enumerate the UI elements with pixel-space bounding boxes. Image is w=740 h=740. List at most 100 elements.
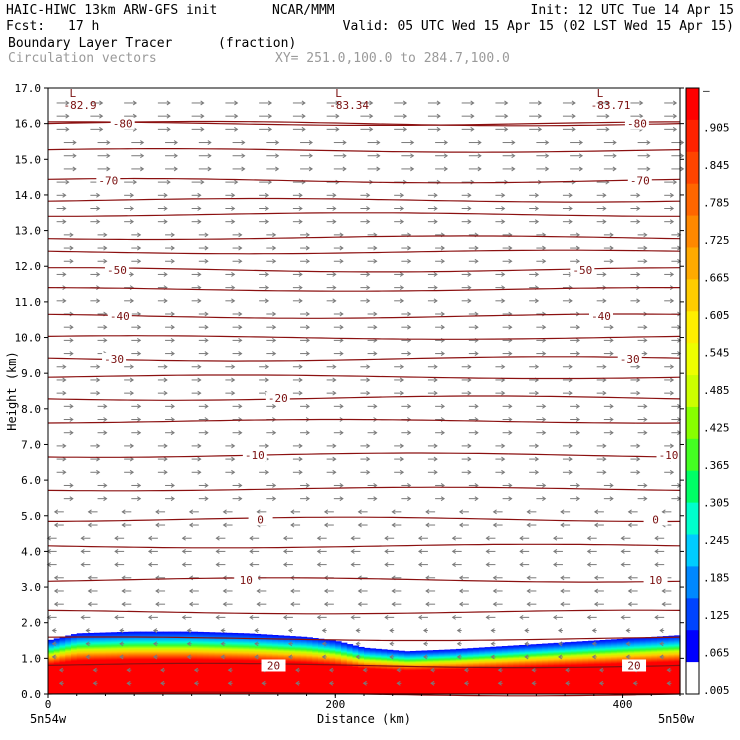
circulation-vector [350,535,361,541]
circulation-vector [661,509,672,515]
circulation-vector [131,258,142,264]
circulation-vector [328,667,334,673]
circulation-vector [292,126,306,132]
circulation-vector [360,285,371,291]
circulation-vector [56,298,67,304]
circulation-vector [468,166,482,172]
circulation-vector [360,298,371,304]
circulation-vector [259,298,270,304]
circulation-vector [225,377,236,383]
x-tick-label: 200 [325,698,345,711]
circulation-vector [326,100,340,106]
circulation-vector [664,100,678,106]
circulation-vector [186,654,192,660]
circulation-vector [232,430,243,436]
circulation-vector [225,469,236,475]
circulation-vector [593,601,604,607]
tracer-column [300,636,308,694]
contour-label: 0 [652,513,659,526]
circulation-vector [630,100,644,106]
circulation-vector [529,113,543,119]
circulation-vector [495,126,509,132]
tracer-column [364,647,371,694]
circulation-vector [360,192,371,198]
circulation-vector [497,680,503,686]
circulation-vector [232,337,243,343]
circulation-vector [97,153,111,159]
low-markers: L-82.9L-83.34L-83.71 [63,87,630,112]
low-marker: L [597,87,604,100]
circulation-vector [603,430,614,436]
tracer-column [352,645,359,694]
tracer-column [484,647,491,694]
circulation-vector [654,614,665,620]
circulation-vector [529,206,540,211]
circulation-vector [603,166,617,172]
circulation-vector [198,140,212,145]
circulation-vector [131,403,142,409]
circulation-vector [290,601,301,607]
circulation-vector [333,166,347,172]
circulation-vector [458,588,469,594]
y-tick-label: 0.0 [21,688,41,701]
circulation-vector [85,654,91,660]
circulation-vector [502,258,513,264]
circulation-vector [326,192,337,198]
circulation-vector [461,285,472,291]
tracer-column [467,648,474,694]
circulation-vector [357,588,368,594]
circulation-vector [627,601,638,607]
circulation-vector [198,258,209,264]
circulation-vector [198,324,209,330]
circulation-vector [326,456,337,462]
circulation-vector [536,483,547,488]
circulation-vector [259,206,270,211]
circulation-vector [131,430,142,436]
circulation-vector [593,522,604,528]
circulation-vector [188,588,199,594]
circulation-vector [157,219,168,225]
circulation-vector [292,272,303,277]
circulation-vector [124,179,138,185]
contour-label: -10 [659,449,679,462]
circulation-vector [292,100,306,106]
circulation-vector [435,153,449,159]
circulation-vector [321,641,327,647]
circulation-vector [232,245,243,251]
circulation-vector [603,153,617,159]
circulation-vector [427,100,441,106]
circulation-vector [124,298,135,304]
circulation-vector [384,614,395,620]
circulation-vector [232,166,246,172]
colorbar-swatch [686,662,699,695]
circulation-vector [220,641,226,647]
isotherm-line [47,452,681,458]
circulation-vector [391,588,402,594]
circulation-vector [191,456,202,462]
circulation-vector [232,417,243,422]
isotherm-line [48,212,680,217]
circulation-vector [664,179,678,185]
circulation-vector [249,562,260,568]
circulation-vector [495,272,506,277]
circulation-vector [502,245,513,251]
circulation-vector [157,364,168,370]
colorbar-swatch [686,598,699,631]
circulation-vector [468,496,479,502]
y-tick-label: 15.0 [15,153,42,166]
circulation-vector [553,562,563,568]
circulation-vector [502,324,513,330]
circulation-vector [198,245,209,251]
circulation-vector [659,654,665,660]
colorbar-label: .065 [703,647,730,660]
circulation-vector [495,298,506,304]
circulation-vector [56,179,70,185]
circulation-vector [468,258,479,264]
isotherm-line [47,197,681,203]
circulation-vector [157,272,168,277]
circulation-vector [225,443,236,449]
circulation-vector [256,509,267,515]
circulation-vector [157,126,171,132]
circulation-vector [451,548,462,554]
circulation-vector [485,535,496,541]
